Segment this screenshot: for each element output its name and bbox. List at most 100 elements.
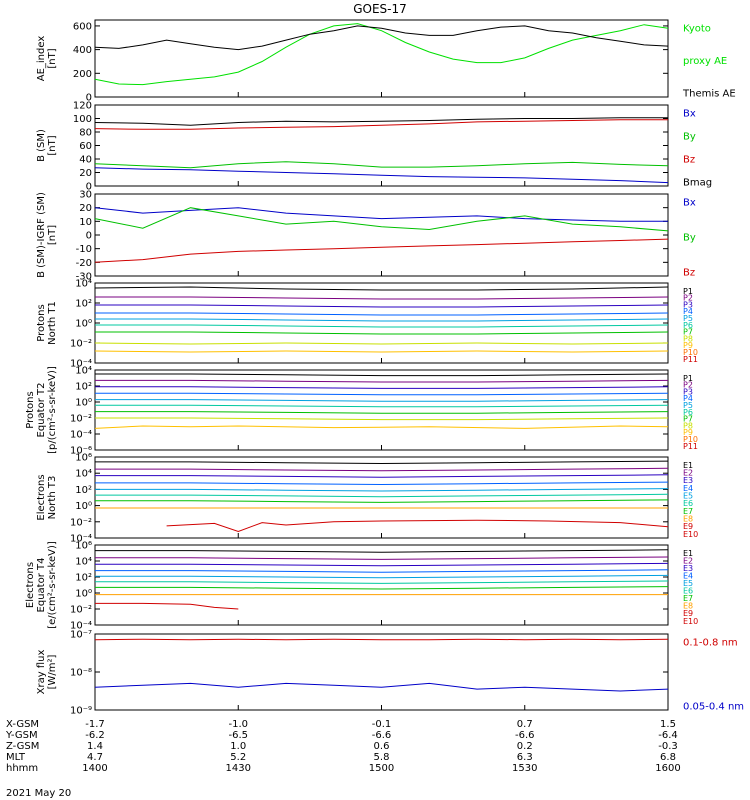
legend-item-E10: E10 (683, 617, 698, 626)
x-row-value: 5.8 (374, 752, 390, 763)
series-line-P3 (95, 304, 669, 308)
y-tick-label: 10² (75, 382, 92, 393)
panel-frame (94, 104, 669, 187)
y-tick-label: -20 (76, 258, 92, 269)
series-line-P8 (94, 342, 669, 345)
legend-item-P4: P4 (683, 394, 693, 403)
legend-item-E7: E7 (683, 594, 693, 603)
y-axis-label: [nT] (47, 48, 58, 68)
legend-item-Bz: Bz (683, 155, 695, 166)
legend-item-E8: E8 (683, 602, 693, 611)
legend-item-E4: E4 (683, 484, 693, 493)
plot-title: GOES-17 (353, 2, 407, 16)
y-tick-label: 10⁻⁷ (70, 630, 92, 641)
series-line-P8 (95, 417, 669, 421)
y-axis-label: Protons (25, 391, 36, 428)
series-line-E1 (95, 549, 669, 553)
series-line-P5 (95, 318, 669, 322)
y-tick-label: 10⁻⁴ (70, 359, 92, 370)
series-line-P3 (95, 386, 669, 389)
legend-item-E5: E5 (683, 579, 693, 588)
panel-3: -30 -20 -10 0 10 20 30 B (SM)-IGRF (SM) [nT] Bx By… (36, 190, 696, 283)
y-tick-label: 0 (86, 231, 92, 242)
y-tick-label: 10⁻⁸ (70, 668, 92, 679)
x-row-label: X-GSM (6, 719, 39, 730)
y-tick-label: 10⁴ (75, 469, 92, 480)
panel-frame (94, 282, 669, 364)
y-axis-label: AE_index (36, 36, 47, 82)
series-line-P7 (95, 411, 669, 414)
series-line-Bz (94, 119, 668, 130)
y-axis-label: Electrons (36, 474, 47, 520)
series-line-Themis AE (94, 25, 669, 51)
series-line-P6 (95, 324, 669, 328)
x-row-value: 6.3 (517, 752, 533, 763)
legend-item-E2: E2 (683, 468, 693, 477)
legend-item-E6: E6 (683, 587, 693, 596)
y-tick-label: 10⁰ (75, 398, 92, 409)
legend-item-By: By (683, 132, 696, 143)
legend-item-Kyoto proxy AE: proxy AE (683, 56, 727, 67)
legend-item-0.05-0.4 nm: 0.05-0.4 nm (683, 702, 744, 713)
series-line-P9 (94, 350, 669, 353)
legend-item-Themis AE: Themis AE (682, 89, 736, 100)
panel-7: 10⁻⁴ 10⁻² 10⁰ 10² 10⁴ 10⁶ Electrons Equator T4[… (25, 541, 698, 632)
legend-item-P10: P10 (683, 348, 698, 357)
x-row-value: 1500 (369, 763, 394, 774)
y-tick-label: 10⁻² (70, 414, 92, 425)
series-line-P2 (95, 379, 669, 383)
legend-item-By: By (683, 233, 696, 244)
series-line-E5 (95, 574, 669, 579)
x-row-label: Z-GSM (6, 741, 39, 752)
x-row-value: -6.6 (372, 730, 392, 741)
legend-item-P5: P5 (683, 401, 693, 410)
y-tick-label: -10 (76, 244, 92, 255)
panel-frame (94, 544, 669, 626)
series-line-P1 (95, 373, 669, 377)
x-row-label: Y-GSM (5, 730, 38, 741)
legend-item-E10: E10 (683, 530, 698, 539)
x-row-value: 1.4 (87, 741, 103, 752)
x-row-value: 1400 (82, 763, 107, 774)
series-line-Bx (94, 167, 669, 184)
x-row-value: 1.0 (230, 741, 246, 752)
legend-item-P2: P2 (683, 381, 693, 390)
panel-frame (94, 193, 669, 277)
y-tick-label: 200 (73, 69, 92, 80)
y-tick-label: 30 (79, 190, 92, 201)
y-tick-label: 10⁻⁴ (70, 621, 92, 632)
x-row-value: -0.1 (372, 719, 392, 730)
series-line-P4 (95, 392, 669, 396)
y-tick-label: 10⁴ (75, 557, 92, 568)
y-tick-label: 10⁴ (75, 366, 92, 377)
series-line-Bmag (94, 117, 668, 126)
y-tick-label: 10⁻⁴ (70, 534, 92, 545)
series-line-E5 (95, 488, 669, 492)
y-axis-label: Equator T4 (36, 558, 47, 613)
series-line-E4 (95, 481, 669, 486)
x-row-value: -0.3 (658, 741, 678, 752)
y-tick-label: 10² (75, 299, 92, 310)
panel-frame (94, 633, 669, 711)
series-line-Kyoto proxy AE (94, 23, 669, 86)
y-tick-label: 0 (86, 93, 92, 104)
legend-item-E6: E6 (683, 499, 693, 508)
legend-item-P11: P11 (683, 355, 698, 364)
y-tick-label: 600 (73, 21, 92, 32)
x-row-value: -6.5 (228, 730, 248, 741)
x-row-value: 1430 (226, 763, 251, 774)
legend-item-E8: E8 (683, 514, 693, 523)
y-axis-label: North T1 (47, 301, 58, 345)
legend-item-0.1-0.8 nm: 0.1-0.8 nm (683, 638, 738, 649)
y-axis-label: Electrons (25, 562, 36, 608)
legend-item-P3: P3 (683, 300, 693, 309)
y-tick-label: 120 (73, 101, 92, 112)
series-line-E4 (95, 569, 669, 573)
legend-item-P9: P9 (683, 428, 693, 437)
x-row-value: 1.5 (660, 719, 676, 730)
x-row-value: 1600 (655, 763, 680, 774)
legend-item-E9: E9 (683, 522, 693, 531)
panel-4: 10⁻⁴ 10⁻² 10⁰ 10² 10⁴ Protons North T1 P1P2P3P4… (36, 279, 698, 370)
y-tick-label: 20 (79, 168, 92, 179)
series-line-P5 (95, 399, 669, 402)
